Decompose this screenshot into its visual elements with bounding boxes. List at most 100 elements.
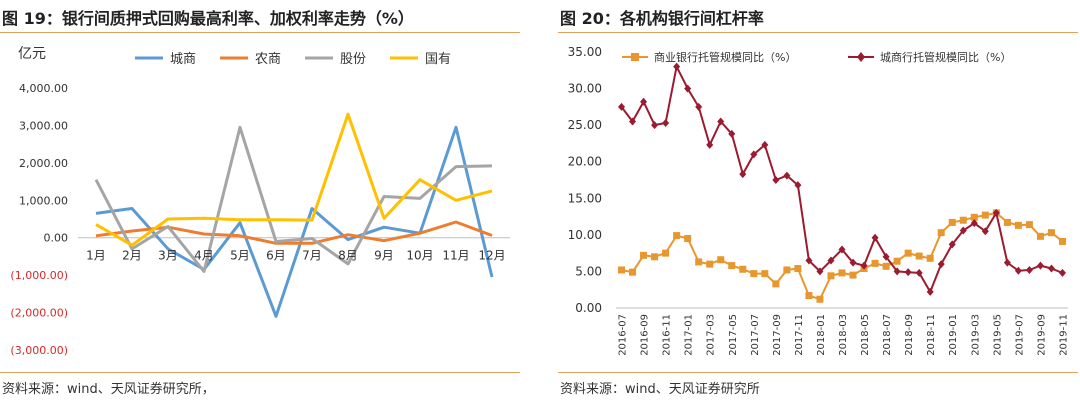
y-tick-label: (3,000.00)	[10, 344, 68, 357]
x-tick-label: 9月	[374, 249, 394, 263]
data-point	[651, 253, 659, 261]
y-tick-label: 15.00	[568, 191, 602, 205]
data-point	[772, 176, 780, 184]
data-point	[750, 270, 758, 278]
x-tick-label: 2017-07	[750, 314, 761, 356]
series-line-city-bank	[620, 65, 1063, 293]
legend-label: 农商	[255, 52, 281, 67]
data-point	[948, 240, 956, 249]
data-point	[948, 218, 956, 226]
data-point	[1058, 268, 1066, 277]
data-point	[827, 272, 835, 280]
data-point	[915, 268, 923, 277]
data-point	[926, 287, 934, 296]
legend-label: 城商	[170, 52, 196, 67]
series-line-国有	[95, 112, 493, 247]
x-tick-label: 12月	[478, 249, 505, 263]
x-tick-label: 11月	[442, 249, 469, 263]
x-tick-label: 3月	[158, 249, 178, 263]
data-point	[816, 267, 824, 276]
legend-label: 商业银行托管规模同比（%）	[654, 50, 796, 64]
x-tick-label: 2019-01	[948, 314, 959, 356]
data-point	[640, 251, 648, 259]
data-point	[629, 268, 637, 276]
x-tick-label: 2019-09	[1036, 314, 1047, 356]
x-tick-label: 2月	[122, 249, 142, 263]
legend-marker	[857, 52, 865, 62]
data-point	[981, 227, 989, 236]
data-point	[673, 62, 681, 71]
data-point	[893, 257, 901, 265]
data-point	[1058, 237, 1066, 245]
data-point	[783, 171, 791, 180]
x-tick-label: 2018-01	[816, 314, 827, 356]
y-tick-label: (1,000.00)	[10, 269, 68, 282]
data-point	[651, 121, 659, 130]
source-rule	[0, 372, 520, 373]
legend-marker	[631, 53, 639, 61]
data-point	[783, 266, 791, 274]
panel-title: 图 19：银行间质押式回购最高利率、加权利率走势（%）	[2, 9, 414, 28]
title-rule	[0, 32, 520, 33]
data-point	[794, 181, 802, 190]
x-tick-label: 8月	[338, 249, 358, 263]
y-tick-label: 35.00	[568, 45, 602, 59]
data-point	[728, 129, 736, 138]
data-point	[1036, 261, 1044, 270]
data-point	[970, 219, 978, 228]
data-point	[618, 102, 626, 111]
data-point	[926, 254, 934, 262]
y-unit-label: 亿元	[18, 46, 46, 62]
data-point	[805, 256, 813, 265]
y-tick-label: 0.00	[575, 301, 602, 315]
data-point	[915, 252, 923, 260]
data-point	[1047, 229, 1055, 237]
x-tick-label: 2016-11	[662, 314, 673, 356]
data-point	[750, 150, 758, 159]
data-point	[717, 117, 725, 126]
data-point	[838, 269, 846, 277]
data-point	[640, 97, 648, 106]
y-tick-label: 1,000.00	[19, 194, 68, 207]
y-tick-label: 20.00	[568, 155, 602, 169]
data-point	[1003, 218, 1011, 226]
data-point	[992, 208, 1000, 217]
data-point	[706, 140, 714, 149]
data-point	[838, 245, 846, 254]
data-point	[673, 232, 681, 240]
data-point	[904, 249, 912, 257]
x-tick-label: 2018-03	[838, 314, 849, 356]
data-point	[706, 260, 714, 268]
x-tick-label: 2017-01	[684, 314, 695, 356]
data-point	[684, 235, 692, 243]
data-point	[695, 258, 703, 266]
y-tick-label: (2,000.00)	[10, 307, 68, 320]
data-point	[1014, 221, 1022, 229]
data-point	[816, 295, 824, 303]
x-tick-label: 2019-11	[1058, 314, 1069, 356]
data-point	[1036, 232, 1044, 240]
x-tick-label: 1月	[86, 249, 106, 263]
x-tick-label: 2019-05	[992, 314, 1003, 356]
x-tick-label: 2019-03	[970, 314, 981, 356]
x-tick-label: 7月	[302, 249, 322, 263]
y-tick-label: 3,000.00	[19, 119, 68, 132]
data-point	[695, 102, 703, 111]
data-point	[860, 261, 868, 270]
data-point	[871, 233, 879, 242]
data-point	[904, 268, 912, 277]
data-point	[739, 265, 747, 273]
data-point	[937, 260, 945, 269]
y-tick-label: 10.00	[568, 228, 602, 242]
data-point	[827, 256, 835, 265]
repo-net-financing-chart: 亿元 城商 农商 股份 国有 4,000.00 3,000.00 2,000.00 1,000.…	[10, 46, 510, 357]
x-tick-label: 5月	[230, 249, 250, 263]
x-tick-label: 2017-09	[772, 314, 783, 356]
legend-label: 国有	[425, 52, 451, 67]
data-point	[871, 259, 879, 267]
data-point	[849, 271, 857, 279]
data-point	[1025, 265, 1033, 274]
data-point	[761, 140, 769, 149]
data-point	[882, 252, 890, 261]
data-point	[805, 292, 813, 300]
